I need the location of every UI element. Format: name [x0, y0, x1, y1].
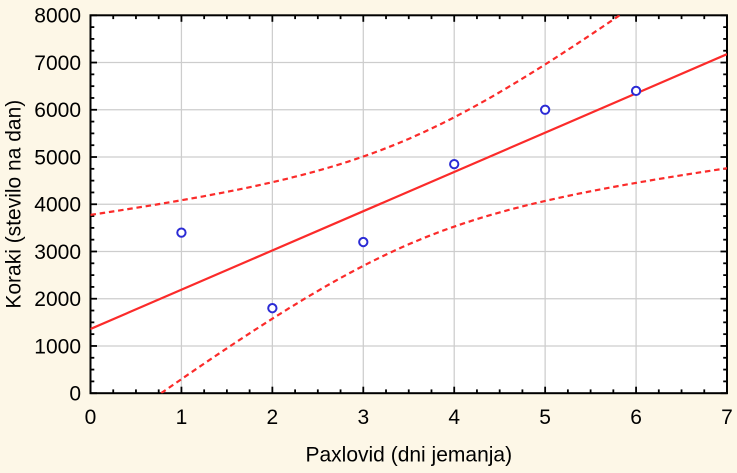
svg-text:4000: 4000	[34, 194, 81, 217]
svg-text:6: 6	[630, 406, 642, 429]
svg-text:3: 3	[357, 406, 369, 429]
svg-text:5: 5	[539, 406, 551, 429]
svg-text:7000: 7000	[34, 52, 81, 75]
svg-text:2000: 2000	[34, 288, 81, 311]
svg-text:5000: 5000	[34, 146, 81, 169]
svg-text:3000: 3000	[34, 241, 81, 264]
svg-text:6000: 6000	[34, 99, 81, 122]
svg-text:2: 2	[267, 406, 279, 429]
svg-text:0: 0	[85, 406, 97, 429]
svg-text:0: 0	[69, 383, 81, 406]
svg-text:Koraki (stevilo na dan): Koraki (stevilo na dan)	[3, 100, 26, 309]
svg-text:4: 4	[448, 406, 460, 429]
svg-text:8000: 8000	[34, 5, 81, 28]
svg-text:1000: 1000	[34, 335, 81, 358]
svg-text:7: 7	[721, 406, 733, 429]
svg-text:Paxlovid (dni jemanja): Paxlovid (dni jemanja)	[305, 444, 512, 467]
svg-text:1: 1	[176, 406, 188, 429]
